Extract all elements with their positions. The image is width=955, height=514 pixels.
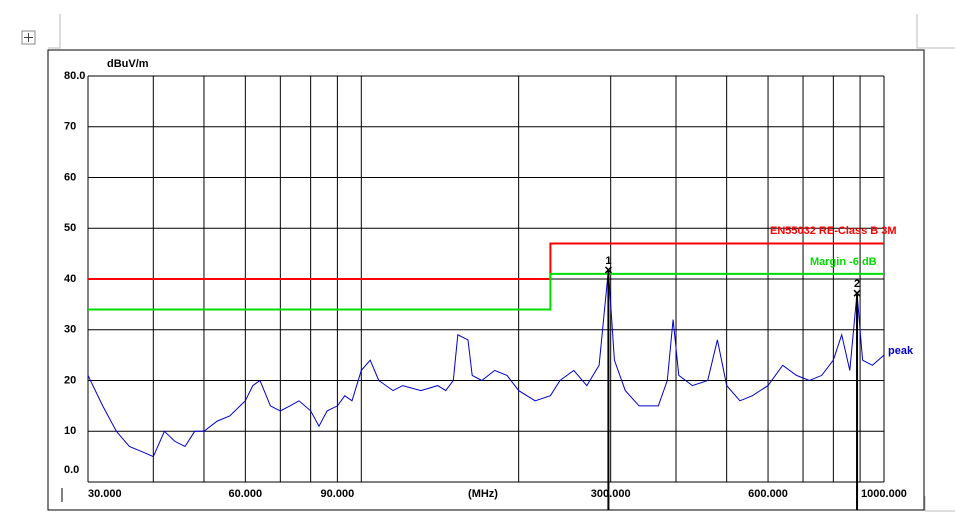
y-tick-label: 80.0 [64,70,85,82]
y-tick-label: 40 [64,273,76,285]
marker-label: 1 [605,255,611,267]
y-tick-label: 60 [64,171,76,183]
y-tick-label: 50 [64,222,76,234]
marker-cross [853,289,861,297]
x-tick-label: 1000.000 [861,488,907,500]
series-line [88,242,884,280]
move-handle[interactable] [21,30,36,45]
x-tick-label: 300.000 [591,488,631,500]
series-label: EN55032 RE-Class B 3M [770,225,897,237]
marker-cross [604,266,612,274]
y-tick-label: 30 [64,324,76,336]
marker-label: 2 [854,278,860,290]
y-tick-label: 20 [64,374,76,386]
series-line [87,269,885,458]
x-axis-label: (MHz) [468,488,498,500]
y-tick-label: 10 [64,425,76,437]
series-label: Margin -6 dB [810,256,877,268]
y-axis-label: dBuV/m [107,58,149,70]
x-tick-label: 90.000 [321,488,355,500]
y-tick-label: 0.0 [64,464,79,476]
y-tick-label: 70 [64,121,76,133]
chart-frame [47,49,925,511]
series-label: peak [888,345,914,357]
x-tick-label: 600.000 [748,488,788,500]
x-tick-label: 30.000 [88,488,122,500]
series-line [88,272,884,311]
x-tick-label: 60.000 [229,488,263,500]
document-guides [48,14,955,512]
